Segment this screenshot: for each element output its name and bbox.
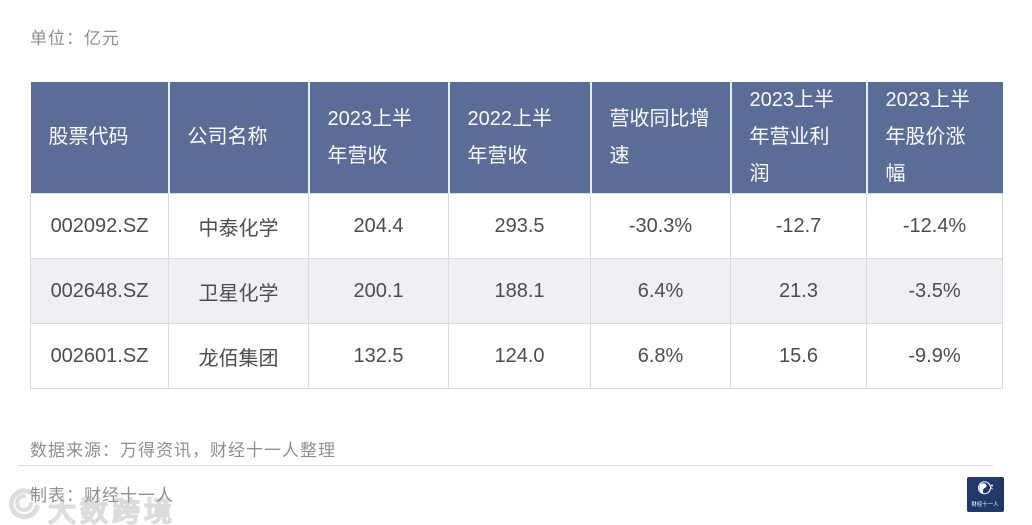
publisher-logo: 财经十一人 <box>967 477 1004 512</box>
table-row: 002092.SZ 中泰化学 204.4 293.5 -30.3% -12.7 … <box>30 193 1003 259</box>
unit-label: 单位：亿元 <box>30 29 120 48</box>
cell-price-change: -9.9% <box>866 323 1003 389</box>
company-revenue-table: 股票代码 公司名称 2023上半 年营收 2022上半 年营收 营收同比增 速 … <box>30 82 1003 389</box>
table-body: 002092.SZ 中泰化学 204.4 293.5 -30.3% -12.7 … <box>30 193 1003 389</box>
cell-stock-code: 002648.SZ <box>30 258 169 324</box>
globe-icon <box>977 480 995 502</box>
cell-2023h1-revenue: 200.1 <box>308 258 449 324</box>
cell-2023h1-revenue: 132.5 <box>308 323 449 389</box>
watermark-swirl-icon <box>4 483 44 525</box>
col-header-company-name: 公司名称 <box>168 82 310 194</box>
table-row: 002601.SZ 龙佰集团 132.5 124.0 6.8% 15.6 -9.… <box>30 323 1003 389</box>
col-header-2023h1-price-change: 2023上半 年股价涨幅 <box>866 82 1003 194</box>
data-source-note: 数据来源：万得资讯，财经十一人整理 <box>30 441 336 460</box>
cell-stock-code: 002601.SZ <box>30 323 169 389</box>
cell-company-name: 卫星化学 <box>168 258 309 324</box>
cell-yoy-growth: 6.8% <box>590 323 731 389</box>
cell-2022h1-revenue: 293.5 <box>448 193 591 259</box>
col-header-2023h1-operating-profit: 2023上半 年营业利润 <box>730 82 868 194</box>
cell-company-name: 中泰化学 <box>168 193 309 259</box>
cell-2022h1-revenue: 124.0 <box>448 323 591 389</box>
cell-price-change: -3.5% <box>866 258 1003 324</box>
cell-operating-profit: 21.3 <box>730 258 867 324</box>
cell-2023h1-revenue: 204.4 <box>308 193 449 259</box>
watermark-text: 大数跨境 <box>47 496 177 525</box>
publisher-logo-caption: 财经十一人 <box>971 502 999 508</box>
credit-note: 制表：财经十一人 <box>30 486 174 505</box>
divider <box>18 465 993 466</box>
cell-yoy-growth: 6.4% <box>590 258 731 324</box>
table-row: 002648.SZ 卫星化学 200.1 188.1 6.4% 21.3 -3.… <box>30 258 1003 324</box>
table-header: 股票代码 公司名称 2023上半 年营收 2022上半 年营收 营收同比增 速 … <box>30 82 1003 194</box>
col-header-stock-code: 股票代码 <box>30 82 170 194</box>
header-row: 股票代码 公司名称 2023上半 年营收 2022上半 年营收 营收同比增 速 … <box>30 82 1003 194</box>
cell-operating-profit: 15.6 <box>730 323 867 389</box>
cell-stock-code: 002092.SZ <box>30 193 169 259</box>
cell-operating-profit: -12.7 <box>730 193 867 259</box>
col-header-yoy-growth: 营收同比增 速 <box>590 82 732 194</box>
cell-price-change: -12.4% <box>866 193 1003 259</box>
cell-2022h1-revenue: 188.1 <box>448 258 591 324</box>
cell-company-name: 龙佰集团 <box>168 323 309 389</box>
col-header-2023h1-revenue: 2023上半 年营收 <box>308 82 450 194</box>
cell-yoy-growth: -30.3% <box>590 193 731 259</box>
watermark: 大数跨境 <box>4 480 176 525</box>
col-header-2022h1-revenue: 2022上半 年营收 <box>448 82 592 194</box>
